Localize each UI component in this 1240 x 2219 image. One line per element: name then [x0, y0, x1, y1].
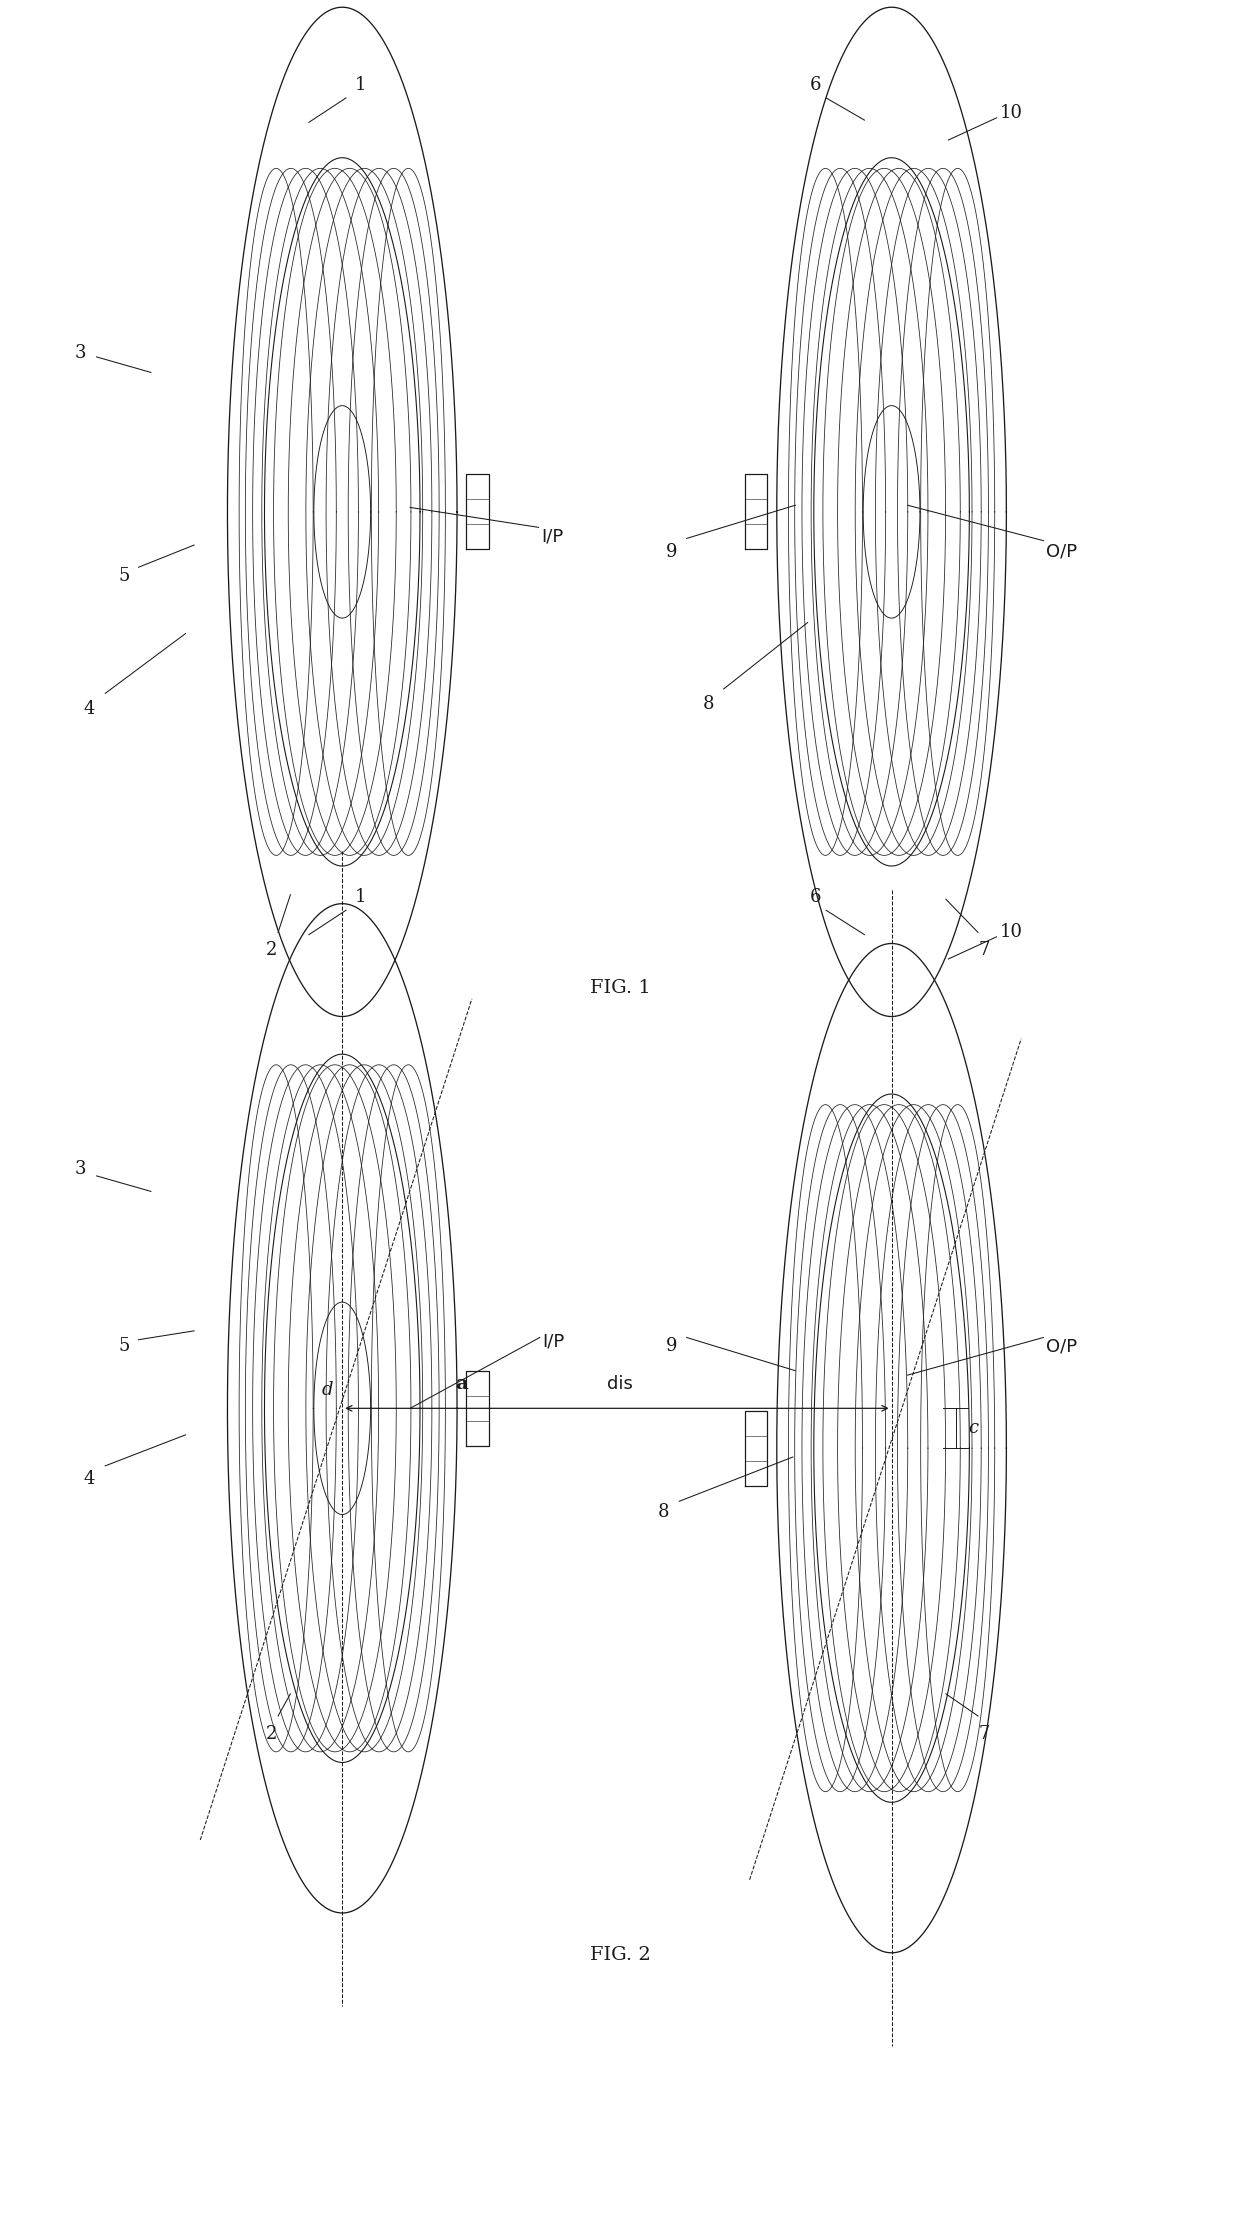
Text: 8: 8 [657, 1502, 668, 1522]
Text: 2: 2 [267, 1724, 278, 1742]
Text: 6: 6 [810, 888, 821, 905]
Text: 8: 8 [703, 695, 714, 715]
Text: 7: 7 [978, 941, 990, 959]
Text: I/P: I/P [541, 528, 563, 546]
Text: 9: 9 [666, 544, 677, 561]
Text: 1: 1 [355, 888, 367, 905]
Text: O/P: O/P [1045, 1338, 1078, 1356]
Text: 10: 10 [1001, 923, 1023, 941]
Text: 5: 5 [118, 568, 129, 586]
Text: 2: 2 [267, 941, 278, 959]
Text: a: a [455, 1376, 469, 1394]
Text: c: c [968, 1420, 978, 1438]
Text: FIG. 2: FIG. 2 [590, 1946, 650, 1964]
Text: FIG. 1: FIG. 1 [590, 979, 650, 996]
Text: dis: dis [608, 1376, 632, 1394]
Text: 9: 9 [666, 1338, 677, 1356]
Text: O/P: O/P [1045, 544, 1078, 561]
Text: 5: 5 [118, 1338, 129, 1356]
Text: d: d [321, 1382, 334, 1400]
Text: 3: 3 [74, 344, 87, 362]
Text: 3: 3 [74, 1161, 87, 1178]
Text: 4: 4 [83, 699, 95, 719]
Text: 10: 10 [1001, 104, 1023, 122]
Text: 4: 4 [83, 1471, 95, 1489]
Text: I/P: I/P [542, 1334, 564, 1351]
Text: 6: 6 [810, 75, 821, 93]
Text: 1: 1 [355, 75, 367, 93]
Text: 7: 7 [978, 1724, 990, 1742]
